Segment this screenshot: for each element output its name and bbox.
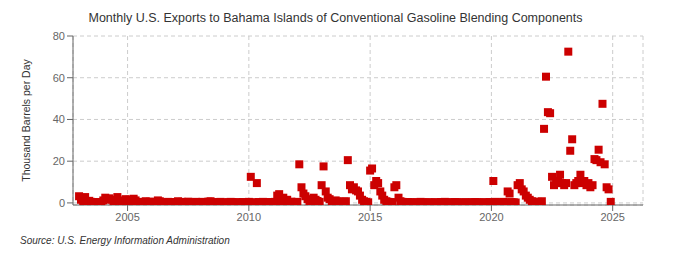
svg-text:2025: 2025: [600, 211, 624, 223]
svg-text:2015: 2015: [358, 211, 382, 223]
svg-text:20: 20: [53, 155, 65, 167]
html-text:Monthly U.S. Exports to Bahama: Monthly U.S. Exports to Bahama Islands o…: [88, 11, 583, 25]
svg-text:80: 80: [53, 30, 65, 42]
svg-text:Thousand Barrels per Day: Thousand Barrels per Day: [20, 58, 32, 181]
svg-text:0: 0: [59, 197, 65, 209]
svg-text:40: 40: [53, 113, 65, 125]
svg-text:60: 60: [53, 72, 65, 84]
svg-text:2010: 2010: [237, 211, 261, 223]
html-text:Source: U.S. Energy Informatio: Source: U.S. Energy Information Administ…: [20, 235, 230, 246]
svg-text:2020: 2020: [479, 211, 503, 223]
svg-text:2005: 2005: [115, 211, 139, 223]
